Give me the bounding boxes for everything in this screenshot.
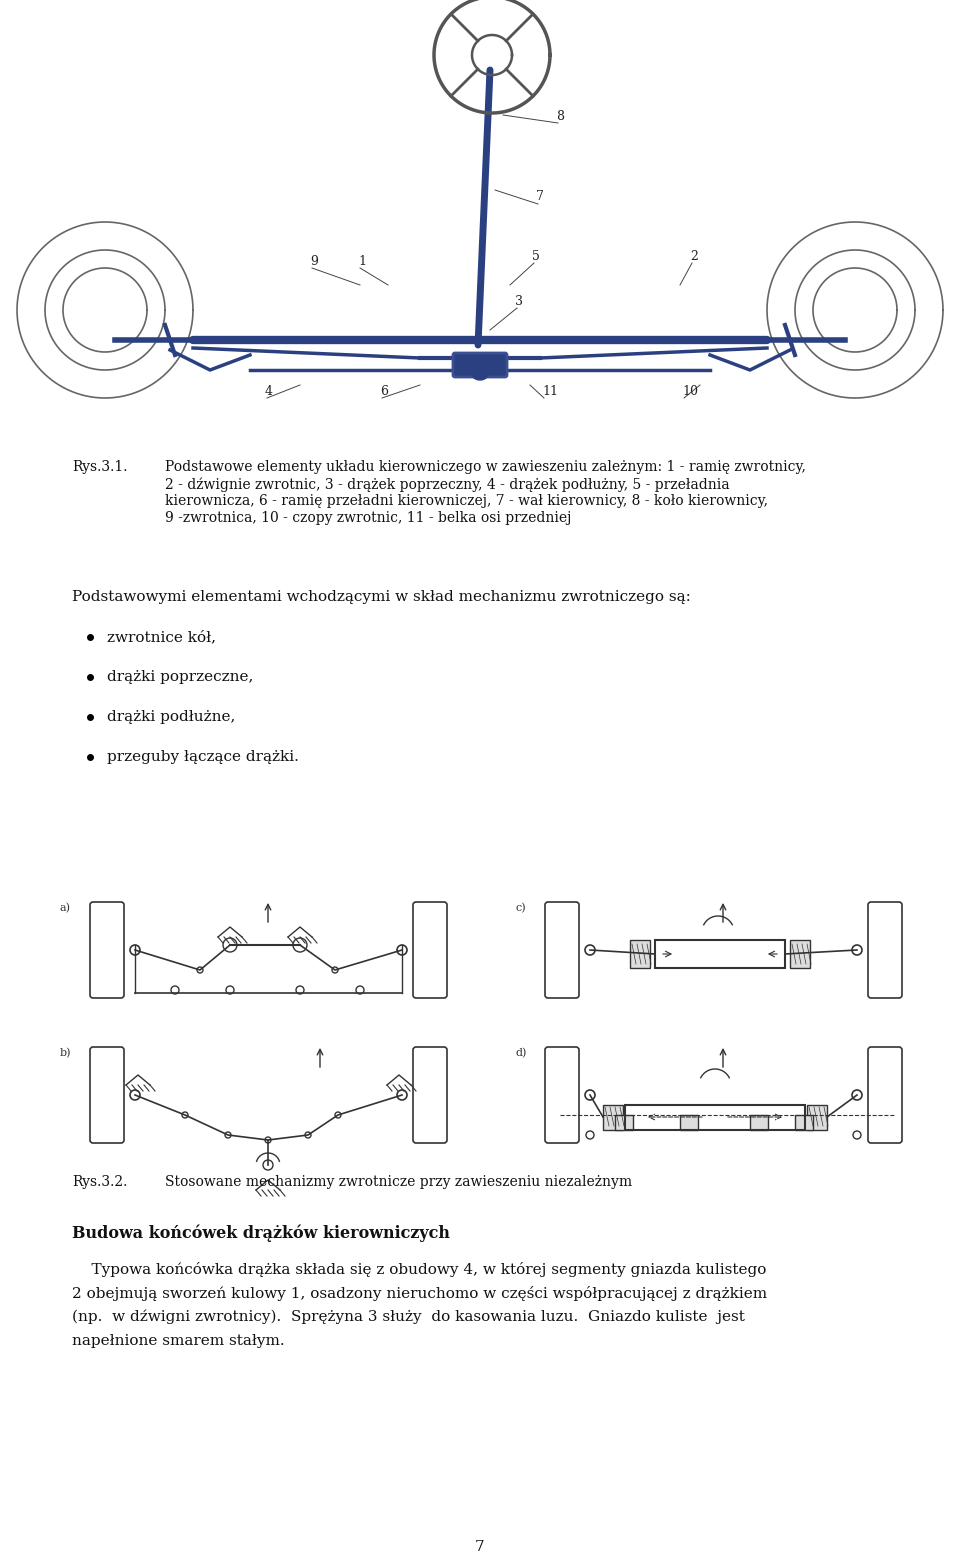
FancyBboxPatch shape — [790, 940, 810, 968]
Text: 11: 11 — [542, 385, 558, 398]
Bar — [0, 16, 960, 435]
Text: Typowa końcówka drążka składa się z obudowy 4, w której segmenty gniazda kuliste: Typowa końcówka drążka składa się z obud… — [72, 1261, 766, 1277]
Text: 10: 10 — [682, 385, 698, 398]
Text: Stosowane mechanizmy zwrotnicze przy zawieszeniu niezależnym: Stosowane mechanizmy zwrotnicze przy zaw… — [165, 1175, 632, 1190]
Text: Podstawowe elementy układu kierowniczego w zawieszeniu zależnym: 1 - ramię zwrot: Podstawowe elementy układu kierowniczego… — [165, 460, 805, 474]
Text: zwrotnice kół,: zwrotnice kół, — [107, 630, 216, 644]
Text: 2 - dźwignie zwrotnic, 3 - drążek poprzeczny, 4 - drążek podłużny, 5 - przeładni: 2 - dźwignie zwrotnic, 3 - drążek poprze… — [165, 477, 730, 491]
Text: 6: 6 — [380, 385, 388, 398]
FancyBboxPatch shape — [630, 940, 650, 968]
Text: 3: 3 — [515, 295, 523, 309]
Text: drążki podłużne,: drążki podłużne, — [107, 709, 235, 723]
Text: 9 -zwrotnica, 10 - czopy zwrotnic, 11 - belka osi przedniej: 9 -zwrotnica, 10 - czopy zwrotnic, 11 - … — [165, 511, 571, 525]
Text: (np.  w dźwigni zwrotnicy).  Sprężyna 3 służy  do kasowania luzu.  Gniazdo kulis: (np. w dźwigni zwrotnicy). Sprężyna 3 sł… — [72, 1310, 745, 1325]
Text: 8: 8 — [556, 111, 564, 123]
Text: napełnione smarem stałym.: napełnione smarem stałym. — [72, 1335, 284, 1349]
FancyBboxPatch shape — [795, 1115, 813, 1130]
Text: Rys.3.1.: Rys.3.1. — [72, 460, 128, 474]
Text: Podstawowymi elementami wchodzącymi w skład mechanizmu zwrotniczego są:: Podstawowymi elementami wchodzącymi w sk… — [72, 589, 691, 603]
Text: a): a) — [60, 903, 71, 914]
FancyBboxPatch shape — [680, 1115, 698, 1130]
Text: 1: 1 — [358, 256, 366, 268]
Text: drążki poprzeczne,: drążki poprzeczne, — [107, 670, 253, 684]
FancyBboxPatch shape — [603, 1105, 623, 1130]
Text: 9: 9 — [310, 256, 318, 268]
Text: 7: 7 — [475, 1540, 485, 1554]
Text: c): c) — [515, 903, 526, 914]
Circle shape — [470, 360, 490, 380]
Text: d): d) — [515, 1048, 526, 1059]
FancyBboxPatch shape — [750, 1115, 768, 1130]
Text: 2 obejmują sworzeń kulowy 1, osadzony nieruchomo w części współpracującej z drąż: 2 obejmują sworzeń kulowy 1, osadzony ni… — [72, 1286, 767, 1302]
Text: przeguby łączące drążki.: przeguby łączące drążki. — [107, 750, 299, 764]
Text: 7: 7 — [536, 190, 544, 203]
Text: Budowa końcówek drążków kierowniczych: Budowa końcówek drążków kierowniczych — [72, 1225, 450, 1243]
FancyBboxPatch shape — [453, 352, 507, 377]
Text: 2: 2 — [690, 249, 698, 263]
FancyBboxPatch shape — [807, 1105, 827, 1130]
Text: kierownicza, 6 - ramię przeładni kierowniczej, 7 - wał kierownicy, 8 - koło kier: kierownicza, 6 - ramię przeładni kierown… — [165, 494, 768, 508]
Text: 5: 5 — [532, 249, 540, 263]
Text: b): b) — [60, 1048, 71, 1059]
Text: Rys.3.2.: Rys.3.2. — [72, 1175, 128, 1190]
Text: 4: 4 — [265, 385, 273, 398]
FancyBboxPatch shape — [615, 1115, 633, 1130]
